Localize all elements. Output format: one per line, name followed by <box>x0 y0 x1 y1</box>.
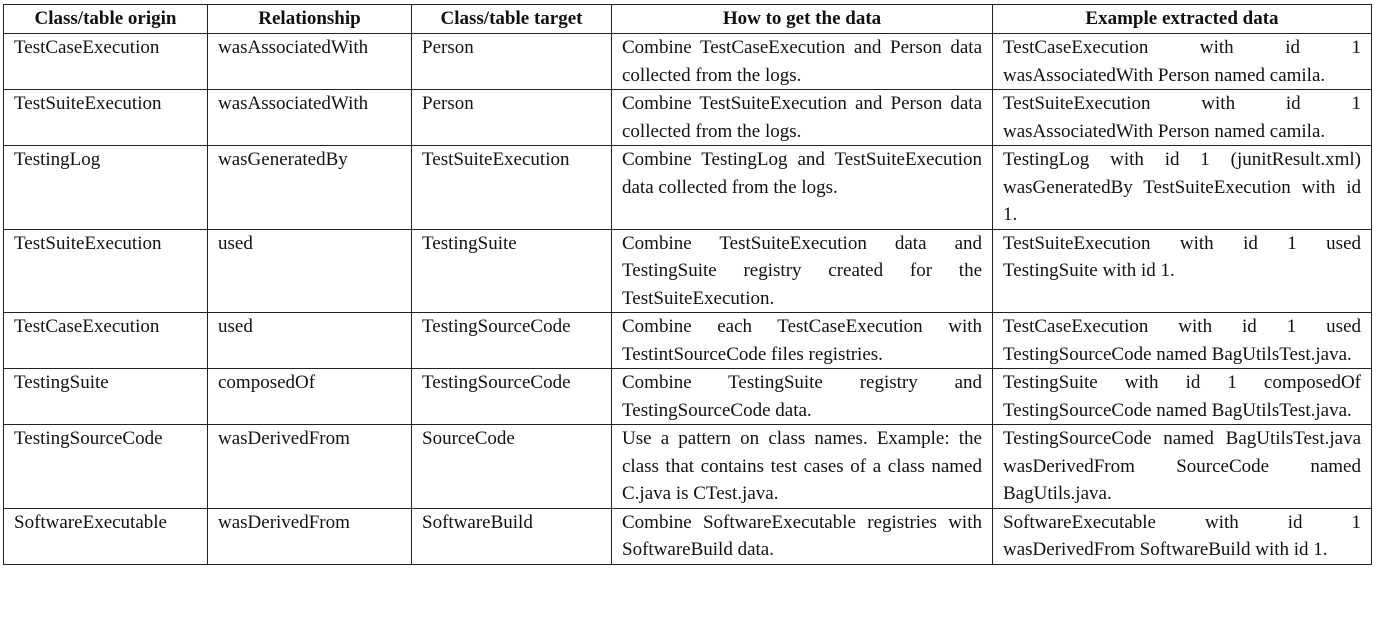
cell-origin: TestingLog <box>3 145 208 230</box>
cell-relationship: wasAssociatedWith <box>207 33 412 90</box>
table-row: TestSuiteExecution wasAssociatedWith Per… <box>3 89 1372 146</box>
cell-example: TestingSuite with id 1 composedOf Testin… <box>992 368 1372 425</box>
table-row: TestingLog wasGeneratedBy TestSuiteExecu… <box>3 145 1372 230</box>
table-row: TestSuiteExecution used TestingSuite Com… <box>3 228 1372 313</box>
cell-example: TestingLog with id 1 (junitResult.xml) w… <box>992 145 1372 230</box>
mapping-table: Class/table origin Relationship Class/ta… <box>3 4 1372 565</box>
table-row: TestCaseExecution wasAssociatedWith Pers… <box>3 33 1372 90</box>
cell-target: SoftwareBuild <box>411 507 612 565</box>
cell-target: TestSuiteExecution <box>411 145 612 230</box>
cell-origin: TestingSuite <box>3 368 208 425</box>
table-row: SoftwareExecutable wasDerivedFrom Softwa… <box>3 507 1372 565</box>
cell-relationship: used <box>207 312 412 369</box>
cell-origin: TestSuiteExecution <box>3 228 208 313</box>
cell-origin: SoftwareExecutable <box>3 507 208 565</box>
cell-relationship: wasGeneratedBy <box>207 145 412 230</box>
cell-target: TestingSourceCode <box>411 368 612 425</box>
cell-example: TestSuiteExecution with id 1 wasAssociat… <box>992 89 1372 146</box>
cell-how: Combine TestingSuite registry and Testin… <box>611 368 993 425</box>
header-target: Class/table target <box>411 4 612 34</box>
cell-target: SourceCode <box>411 424 612 509</box>
cell-how: Combine TestingLog and TestSuiteExecutio… <box>611 145 993 230</box>
cell-example: TestSuiteExecution with id 1 used Testin… <box>992 228 1372 313</box>
table-row: TestingSuite composedOf TestingSourceCod… <box>3 368 1372 425</box>
header-relationship: Relationship <box>207 4 412 34</box>
header-row: Class/table origin Relationship Class/ta… <box>3 4 1372 34</box>
cell-example: TestCaseExecution with id 1 wasAssociate… <box>992 33 1372 90</box>
cell-relationship: wasDerivedFrom <box>207 424 412 509</box>
cell-example: TestCaseExecution with id 1 used Testing… <box>992 312 1372 369</box>
cell-how: Combine TestSuiteExecution data and Test… <box>611 228 993 313</box>
cell-target: TestingSuite <box>411 228 612 313</box>
header-how: How to get the data <box>611 4 993 34</box>
cell-example: TestingSourceCode named BagUtilsTest.jav… <box>992 424 1372 509</box>
cell-relationship: wasAssociatedWith <box>207 89 412 146</box>
header-example: Example extracted data <box>992 4 1372 34</box>
cell-relationship: wasDerivedFrom <box>207 507 412 565</box>
header-origin: Class/table origin <box>3 4 208 34</box>
cell-origin: TestCaseExecution <box>3 33 208 90</box>
cell-how: Use a pattern on class names. Example: t… <box>611 424 993 509</box>
table-row: TestingSourceCode wasDerivedFrom SourceC… <box>3 424 1372 509</box>
cell-how: Combine TestSuiteExecution and Person da… <box>611 89 993 146</box>
cell-relationship: used <box>207 228 412 313</box>
cell-how: Combine each TestCaseExecution with Test… <box>611 312 993 369</box>
cell-origin: TestCaseExecution <box>3 312 208 369</box>
cell-origin: TestSuiteExecution <box>3 89 208 146</box>
cell-example: SoftwareExecutable with id 1 wasDerivedF… <box>992 507 1372 565</box>
cell-target: Person <box>411 33 612 90</box>
cell-target: Person <box>411 89 612 146</box>
cell-how: Combine TestCaseExecution and Person dat… <box>611 33 993 90</box>
table-row: TestCaseExecution used TestingSourceCode… <box>3 312 1372 369</box>
cell-how: Combine SoftwareExecutable registries wi… <box>611 507 993 565</box>
cell-origin: TestingSourceCode <box>3 424 208 509</box>
cell-relationship: composedOf <box>207 368 412 425</box>
cell-target: TestingSourceCode <box>411 312 612 369</box>
